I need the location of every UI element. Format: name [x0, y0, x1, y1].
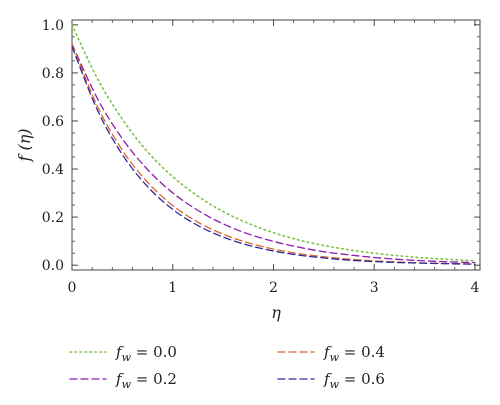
x-tick-label: 0	[68, 280, 77, 296]
legend-symbol: f	[323, 343, 332, 361]
legend-item-3: fw = 0.6	[277, 370, 385, 391]
y-tick-label: 0.8	[42, 66, 64, 82]
x-tick-label: 2	[269, 280, 278, 296]
legend-value: = 0.4	[339, 343, 385, 361]
plot-frame	[71, 19, 481, 271]
legend-item-0: fw = 0.0	[69, 343, 177, 364]
axis-ticks	[71, 20, 480, 270]
legend-value: = 0.2	[131, 370, 177, 388]
legend-value: = 0.6	[339, 370, 385, 388]
legend-value: = 0.0	[131, 343, 177, 361]
legend-symbol: f	[115, 370, 124, 388]
legend: fw = 0.0fw = 0.2fw = 0.4fw = 0.6	[69, 343, 385, 391]
x-axis-label: η	[271, 303, 281, 322]
x-tick-label: 3	[370, 280, 379, 296]
series-line-1	[71, 43, 476, 264]
y-tick-label: 0.0	[42, 258, 64, 274]
legend-symbol: f	[323, 370, 332, 388]
y-tick-label: 0.6	[42, 114, 64, 130]
legend-subscript: w	[122, 351, 132, 364]
y-tick-label: 0.4	[42, 162, 64, 178]
series-lines	[71, 24, 476, 265]
x-tick-label: 1	[168, 280, 177, 296]
legend-item-2: fw = 0.4	[277, 343, 385, 364]
legend-label: fw = 0.0	[115, 343, 177, 364]
legend-label: fw = 0.6	[323, 370, 385, 391]
x-tick-labels: 0 1 2 3 4	[68, 280, 480, 296]
legend-symbol: f	[115, 343, 124, 361]
legend-item-1: fw = 0.2	[69, 370, 177, 391]
series-line-2	[71, 43, 476, 265]
y-tick-label: 0.2	[42, 210, 64, 226]
legend-label: fw = 0.4	[323, 343, 385, 364]
legend-subscript: w	[330, 351, 340, 364]
y-tick-label: 1.0	[42, 18, 64, 34]
y-tick-labels: 0.0 0.2 0.4 0.6 0.8 1.0	[42, 18, 64, 274]
x-tick-label: 4	[471, 280, 480, 296]
series-line-0	[71, 24, 476, 262]
legend-subscript: w	[122, 378, 132, 391]
series-line-3	[71, 45, 476, 265]
legend-subscript: w	[330, 378, 340, 391]
legend-label: fw = 0.2	[115, 370, 177, 391]
y-axis-label: f (η)	[15, 128, 34, 162]
